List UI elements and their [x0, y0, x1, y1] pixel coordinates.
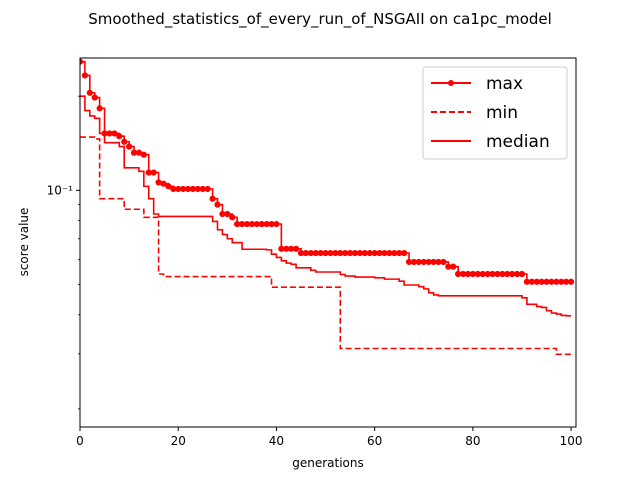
x-axis-ticks: 0 20 40 60 80 100	[76, 427, 583, 448]
series-line-median	[80, 95, 572, 317]
point-max	[440, 258, 447, 266]
point-max	[204, 185, 211, 193]
point-max	[209, 195, 216, 202]
point-max	[567, 278, 575, 285]
point-max	[140, 151, 147, 158]
point-max	[430, 258, 437, 266]
point-max	[135, 149, 143, 156]
point-max	[518, 270, 526, 278]
series-line-min	[80, 136, 572, 356]
point-max	[160, 180, 167, 187]
y-tick-label: 10⁻¹	[47, 183, 74, 197]
legend-label-max: max	[486, 74, 523, 94]
legend: max min median	[422, 66, 568, 160]
legend-marker-max	[448, 80, 454, 86]
legend-label-min: min	[486, 103, 518, 123]
point-max	[126, 143, 133, 150]
series-layer	[80, 58, 575, 356]
y-axis-ticks: 10⁻¹	[47, 95, 80, 410]
x-tick-label: 60	[367, 434, 382, 448]
point-max	[86, 89, 93, 96]
legend-entry-median: median	[431, 132, 550, 152]
point-max	[150, 169, 157, 176]
x-tick-label: 40	[269, 434, 284, 448]
plot-frame	[79, 57, 577, 428]
point-max	[224, 210, 231, 218]
point-max	[376, 249, 383, 257]
point-max	[111, 130, 118, 137]
point-max	[165, 183, 172, 190]
x-tick-label: 0	[76, 434, 84, 448]
point-max	[91, 94, 98, 101]
point-max	[214, 201, 221, 208]
point-max	[121, 138, 128, 145]
legend-entry-min: min	[431, 103, 518, 123]
x-tick-label: 20	[171, 434, 186, 448]
y-axis-label: score value	[17, 208, 31, 277]
point-max	[81, 72, 89, 79]
point-max	[96, 105, 103, 112]
chart-title: Smoothed_statistics_of_every_run_of_NSGA…	[88, 10, 552, 29]
point-max	[116, 133, 123, 140]
point-max	[155, 179, 162, 186]
x-axis-label: generations	[292, 456, 364, 470]
x-tick-label: 80	[465, 434, 480, 448]
legend-box	[422, 66, 568, 160]
point-max	[229, 214, 236, 221]
point-max	[450, 263, 457, 270]
x-tick-label: 100	[560, 434, 583, 448]
point-max	[292, 245, 300, 252]
point-max	[268, 220, 275, 228]
legend-entry-max: max	[431, 74, 523, 94]
point-max	[401, 249, 408, 257]
point-max	[273, 220, 280, 228]
legend-label-median: median	[486, 132, 550, 152]
